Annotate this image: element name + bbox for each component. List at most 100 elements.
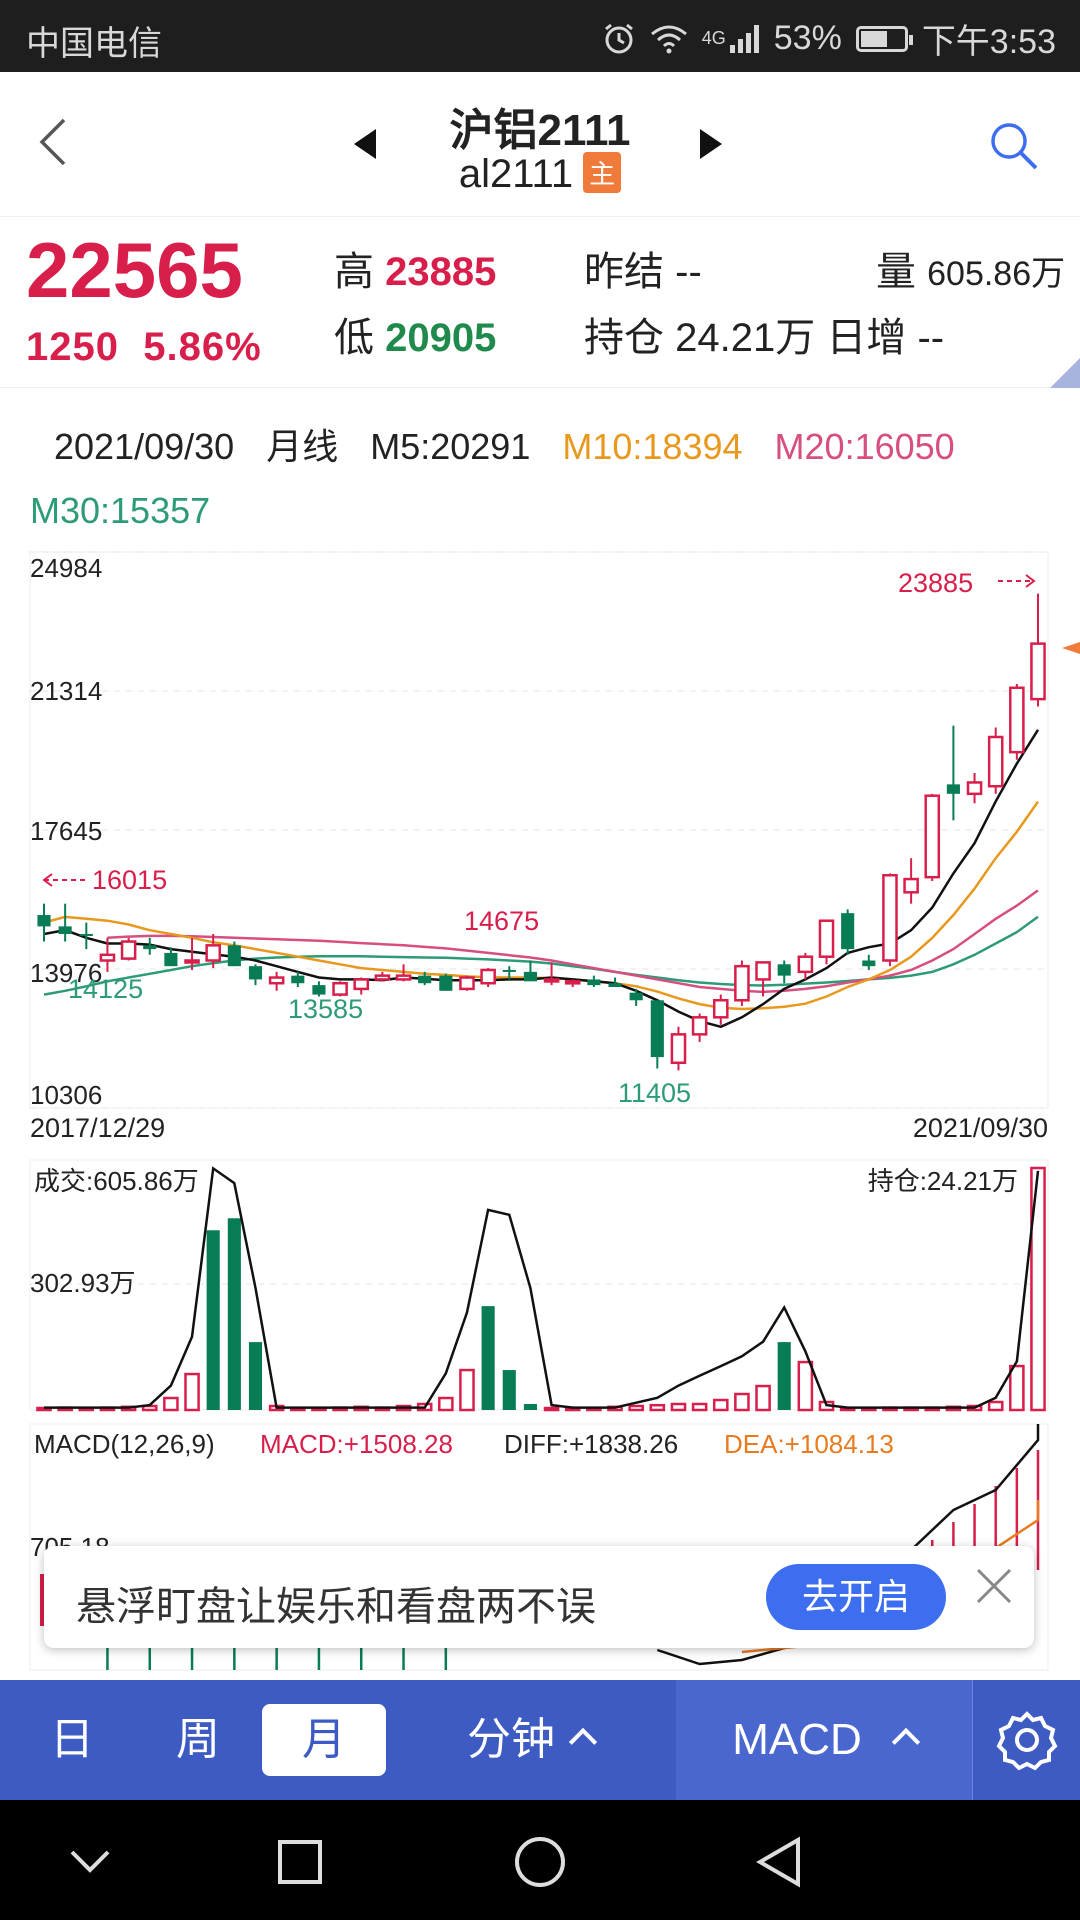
back-icon[interactable]	[38, 116, 68, 178]
candle-body	[564, 980, 581, 985]
ma-legend: 2021/09/30 月线 M5:20291 M10:18394 M20:160…	[54, 418, 977, 470]
alarm-icon	[604, 23, 633, 53]
m5-label: M5:20291	[370, 426, 531, 467]
candle-body	[797, 955, 814, 974]
main-contract-badge: 主	[583, 152, 622, 193]
volume-bar	[734, 1392, 750, 1412]
contract-code-row: al2111 主	[0, 152, 1080, 197]
contract-code: al2111	[458, 152, 574, 196]
close-icon[interactable]	[974, 1566, 1014, 1615]
carrier-label: 中国电信	[26, 25, 162, 63]
candle-body	[248, 966, 263, 980]
candle-body	[712, 999, 729, 1019]
signal-icon	[729, 24, 759, 53]
battery-percent: 53%	[773, 19, 842, 57]
low-value: 20905	[385, 316, 497, 360]
ma20-line	[107, 889, 1039, 994]
candle-body	[418, 975, 432, 984]
high-field: 高 23885	[334, 239, 496, 297]
tab-minute[interactable]: 分钟	[440, 1680, 620, 1800]
kline-chart[interactable]: 24984 21314 17645 13976 10306 2017/12/29…	[0, 548, 1080, 1678]
candle-body	[291, 975, 305, 984]
daily-inc-value: --	[917, 316, 945, 360]
high-label: 高	[334, 250, 374, 294]
candle-body	[268, 976, 285, 985]
battery-icon	[855, 25, 913, 52]
system-nav-bar	[0, 1800, 1080, 1920]
low-field: 低 20905	[334, 305, 496, 363]
candle-body	[395, 974, 412, 981]
candle-body	[587, 979, 601, 986]
candle-body	[924, 794, 941, 879]
candle-body	[205, 944, 221, 962]
candle-body	[79, 933, 93, 936]
volume-panel-frame	[29, 1159, 1049, 1411]
candle-body	[502, 969, 516, 972]
y-tick-3: 13976	[30, 958, 102, 988]
back-nav-icon[interactable]	[756, 1836, 800, 1888]
oi-value: 24.21万	[675, 316, 816, 360]
prev-settle-value: --	[675, 250, 702, 294]
volume-bar	[712, 1398, 729, 1412]
recent-apps-icon[interactable]	[278, 1840, 322, 1884]
candle-body	[37, 915, 51, 927]
diff-line-right	[889, 1424, 1040, 1571]
tab-day[interactable]: 日	[50, 1715, 94, 1764]
high-value: 23885	[385, 250, 497, 294]
volume-bar	[755, 1384, 771, 1412]
candle-body	[99, 953, 116, 962]
candle-body	[987, 735, 1004, 788]
min-left-annotation: 14125	[68, 974, 143, 1004]
x-start-label: 2017/12/29	[30, 1113, 165, 1143]
y-tick-1: 21314	[30, 676, 102, 706]
candle-body	[312, 985, 326, 995]
change-percent: 5.86%	[143, 325, 262, 369]
enable-button[interactable]: 去开启	[766, 1564, 946, 1630]
m10-label: M10:18394	[562, 426, 743, 467]
corner-fold-icon[interactable]	[1050, 358, 1080, 388]
macd-value: MACD:+1508.28	[260, 1429, 453, 1459]
chevron-up-icon	[891, 1727, 920, 1757]
last-price: 22565	[26, 226, 243, 314]
settings-gear-icon[interactable]	[972, 1680, 1080, 1800]
tab-indicator[interactable]: MACD	[676, 1680, 972, 1800]
candle-body	[543, 978, 560, 983]
previous-contract-icon[interactable]	[354, 129, 376, 159]
candle-body	[184, 959, 200, 964]
volume-bar	[649, 1403, 666, 1412]
volume-bar	[777, 1342, 791, 1410]
m30-label: M30:15357	[30, 490, 211, 531]
volume-bar	[987, 1400, 1004, 1412]
volume-bar	[481, 1306, 495, 1410]
volume-label: 成交:605.86万	[34, 1166, 199, 1196]
chevron-up-icon	[568, 1727, 598, 1757]
search-icon[interactable]	[988, 120, 1040, 177]
chart-labels: 24984 21314 17645 13976 10306 2017/12/29…	[30, 553, 1048, 1562]
title-bar: 沪铝2111 al2111 主	[0, 72, 1080, 217]
daily-inc-label: 日增	[826, 316, 907, 360]
left-marker-arrow	[42, 873, 53, 887]
candle-body	[1030, 642, 1046, 701]
max-annotation: 23885	[898, 568, 973, 598]
tab-week[interactable]: 周	[176, 1715, 220, 1764]
volume-bar	[206, 1230, 220, 1410]
next-contract-icon[interactable]	[700, 129, 722, 159]
volume-bar	[628, 1404, 644, 1412]
candle-body	[459, 976, 475, 991]
candle-body	[374, 974, 391, 981]
max-marker-arrow	[1025, 574, 1036, 588]
candle-body	[353, 978, 370, 991]
candle-body	[143, 945, 157, 950]
home-icon[interactable]	[515, 1837, 565, 1887]
tab-month[interactable]: 月	[262, 1704, 386, 1776]
macd-title: MACD(12,26,9)	[34, 1429, 215, 1459]
macd-histogram-bar	[40, 1574, 46, 1626]
contract-name: 沪铝2111	[449, 106, 631, 155]
m20-label: M20:16050	[774, 426, 955, 467]
macd-panel-frame	[29, 1423, 1049, 1671]
volume-bar	[248, 1342, 263, 1410]
collapse-chevron-icon[interactable]	[70, 1850, 110, 1873]
prev-settle-label: 昨结	[584, 250, 664, 294]
chart-grid	[29, 551, 1049, 1671]
candle-body	[841, 913, 855, 950]
